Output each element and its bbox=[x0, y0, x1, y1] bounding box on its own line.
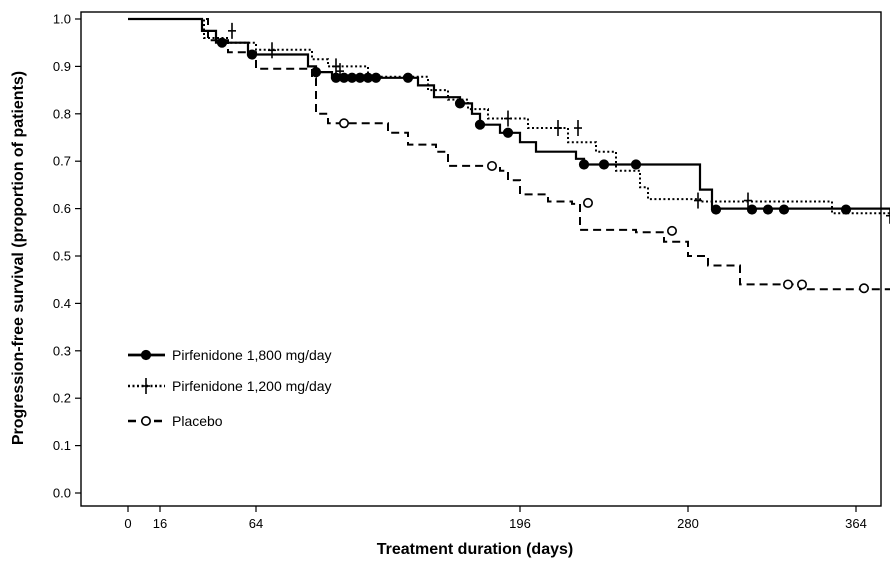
y-tick-label: 0.8 bbox=[53, 106, 71, 121]
censor-marker bbox=[578, 159, 590, 170]
legend-swatch-marker bbox=[140, 349, 152, 361]
legend: Pirfenidone 1,800 mg/day Pirfenidone 1,20… bbox=[128, 347, 332, 429]
censor-marker bbox=[474, 119, 486, 130]
censor-marker bbox=[554, 120, 562, 137]
censor-marker bbox=[268, 42, 276, 59]
x-tick-label: 280 bbox=[677, 516, 699, 531]
y-axis: 0.0 0.1 0.2 0.3 0.4 0.5 0.6 0.7 0.8 0.9 1.0 bbox=[53, 12, 81, 501]
censor-marker bbox=[666, 225, 677, 236]
plot-border bbox=[80, 11, 882, 507]
censor-marker bbox=[694, 192, 702, 209]
legend-item: Pirfenidone 1,200 mg/day bbox=[128, 378, 332, 394]
legend-item: Pirfenidone 1,800 mg/day bbox=[128, 347, 332, 363]
censor-marker bbox=[582, 197, 593, 208]
censor-marker bbox=[228, 22, 236, 39]
censor-marker bbox=[216, 37, 228, 48]
censor-marker bbox=[370, 72, 382, 83]
censor-marker bbox=[796, 279, 807, 290]
censor-marker bbox=[454, 98, 466, 109]
censor-marker bbox=[762, 204, 774, 215]
series-2 bbox=[128, 18, 890, 294]
censor-marker bbox=[338, 118, 349, 129]
series-line bbox=[128, 18, 890, 215]
y-tick-label: 0.2 bbox=[53, 391, 71, 406]
censor-marker bbox=[598, 159, 610, 170]
censor-marker bbox=[402, 72, 414, 83]
censor-marker bbox=[332, 58, 340, 75]
x-tick-label: 196 bbox=[509, 516, 531, 531]
censor-marker bbox=[502, 127, 514, 138]
x-axis: 0 16 64 196 280 364 bbox=[124, 506, 867, 531]
y-tick-label: 0.3 bbox=[53, 343, 71, 358]
censor-marker bbox=[246, 49, 258, 60]
x-tick-label: 64 bbox=[249, 516, 263, 531]
censor-marker bbox=[710, 204, 722, 215]
legend-swatch-marker bbox=[141, 415, 152, 426]
y-tick-label: 0.7 bbox=[53, 154, 71, 169]
censor-marker bbox=[744, 192, 752, 209]
series-1 bbox=[128, 18, 890, 224]
y-tick-label: 0.5 bbox=[53, 249, 71, 264]
x-tick-label: 16 bbox=[153, 516, 167, 531]
censor-marker bbox=[778, 204, 790, 215]
y-tick-label: 1.0 bbox=[53, 12, 71, 27]
censor-marker bbox=[782, 279, 793, 290]
legend-label: Pirfenidone 1,200 mg/day bbox=[172, 378, 332, 394]
legend-swatch-marker bbox=[142, 378, 150, 394]
y-tick-label: 0.4 bbox=[53, 296, 71, 311]
series-line bbox=[128, 17, 890, 210]
y-tick-label: 0.1 bbox=[53, 438, 71, 453]
legend-label: Placebo bbox=[172, 413, 223, 429]
plot-frame bbox=[80, 11, 882, 507]
censor-marker bbox=[886, 207, 890, 224]
censor-marker bbox=[858, 283, 869, 294]
y-tick-label: 0.6 bbox=[53, 201, 71, 216]
y-axis-title: Progression-free survival (proportion of… bbox=[10, 71, 27, 445]
censor-marker bbox=[310, 66, 322, 78]
censor-marker bbox=[486, 160, 497, 171]
censor-marker bbox=[574, 120, 582, 137]
censor-marker bbox=[504, 110, 512, 127]
censor-marker bbox=[630, 159, 642, 170]
censor-marker bbox=[840, 204, 852, 215]
x-axis-title: Treatment duration (days) bbox=[377, 541, 573, 558]
series-line bbox=[128, 18, 890, 291]
legend-label: Pirfenidone 1,800 mg/day bbox=[172, 347, 332, 363]
series-0 bbox=[128, 17, 890, 215]
legend-item: Placebo bbox=[128, 413, 223, 429]
x-tick-label: 0 bbox=[124, 516, 131, 531]
series-layer bbox=[128, 17, 890, 294]
y-tick-label: 0.9 bbox=[53, 59, 71, 74]
y-tick-label: 0.0 bbox=[53, 486, 71, 501]
x-tick-label: 364 bbox=[845, 516, 867, 531]
censor-marker bbox=[746, 204, 758, 215]
